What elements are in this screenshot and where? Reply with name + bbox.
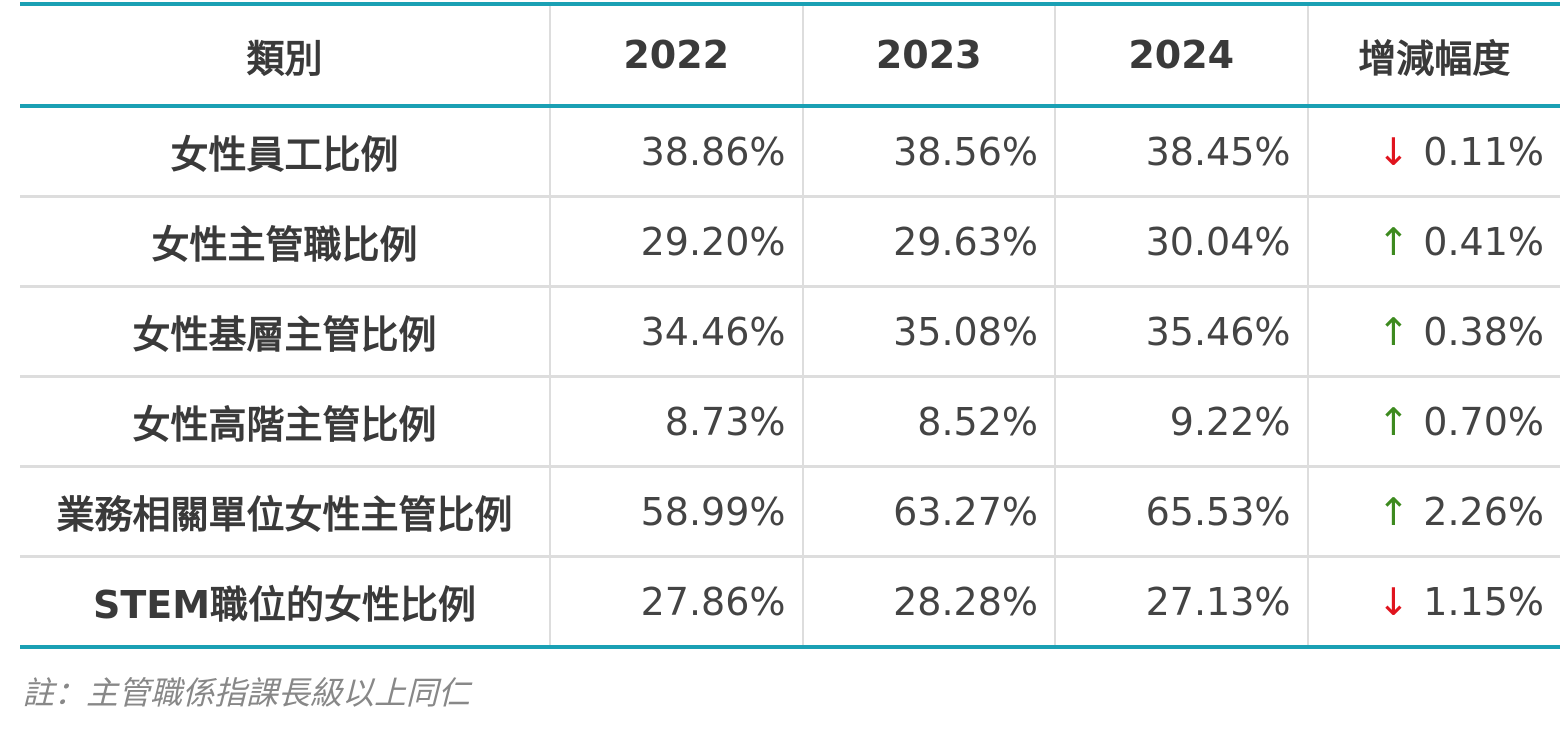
change-cell: ↓ 0.11% (1306, 106, 1560, 197)
value-cell: 8.73% (549, 375, 803, 467)
row-label: 業務相關單位女性主管比例 (20, 465, 550, 557)
trend-arrow: ↓ (1377, 129, 1410, 174)
value-cell: 58.99% (549, 465, 803, 557)
trend-arrow: ↑ (1377, 399, 1410, 444)
value-cell: 30.04% (1054, 195, 1308, 287)
footnote: 註：主管職係指課長級以上同仁 (22, 674, 471, 712)
value-cell: 35.46% (1054, 285, 1308, 377)
table-row: STEM職位的女性比例 27.86% 28.28% 27.13% ↓ 1.15% (20, 555, 1560, 647)
header-row: 類別 2022 2023 2024 增減幅度 (20, 4, 1560, 106)
trend-arrow: ↑ (1377, 219, 1410, 264)
change-cell: ↑ 0.38% (1306, 285, 1560, 377)
trend-arrow: ↑ (1377, 489, 1410, 534)
change-value: 0.11% (1423, 129, 1544, 174)
table-row: 女性基層主管比例 34.46% 35.08% 35.46% ↑ 0.38% (20, 285, 1560, 377)
value-cell: 34.46% (549, 285, 803, 377)
header-cell: 2023 (801, 4, 1055, 106)
value-cell: 38.56% (801, 106, 1055, 197)
change-value: 0.70% (1423, 399, 1544, 444)
value-cell: 63.27% (801, 465, 1055, 557)
row-label: STEM職位的女性比例 (20, 555, 550, 647)
value-cell: 8.52% (801, 375, 1055, 467)
change-cell: ↑ 0.70% (1306, 375, 1560, 467)
value-cell: 65.53% (1054, 465, 1308, 557)
trend-arrow: ↓ (1377, 579, 1410, 624)
value-cell: 38.86% (549, 106, 803, 197)
row-label: 女性基層主管比例 (20, 285, 550, 377)
change-value: 0.41% (1423, 219, 1544, 264)
row-label: 女性高階主管比例 (20, 375, 550, 467)
trend-arrow: ↑ (1377, 309, 1410, 354)
value-cell: 27.86% (549, 555, 803, 647)
data-table: 類別 2022 2023 2024 增減幅度 女性員工比例 38.86% 38.56% 38.… (20, 2, 1560, 649)
change-value: 2.26% (1423, 489, 1544, 534)
table-row: 女性高階主管比例 8.73% 8.52% 9.22% ↑ 0.70% (20, 375, 1560, 467)
change-value: 0.38% (1423, 309, 1544, 354)
change-cell: ↑ 2.26% (1306, 465, 1560, 557)
value-cell: 38.45% (1054, 106, 1308, 197)
table-row: 業務相關單位女性主管比例 58.99% 63.27% 65.53% ↑ 2.26% (20, 465, 1560, 557)
change-cell: ↓ 1.15% (1306, 555, 1560, 647)
change-cell: ↑ 0.41% (1306, 195, 1560, 287)
value-cell: 35.08% (801, 285, 1055, 377)
value-cell: 29.63% (801, 195, 1055, 287)
value-cell: 28.28% (801, 555, 1055, 647)
row-label: 女性員工比例 (170, 133, 399, 177)
table-header: 類別 2022 2023 2024 增減幅度 (20, 4, 1560, 106)
change-value: 1.15% (1423, 579, 1544, 624)
header-cell: 2022 (549, 4, 803, 106)
table-body: 女性員工比例 38.86% 38.56% 38.45% ↓ 0.11% 女性主管職比例 29.… (20, 106, 1560, 647)
header-cell: 2024 (1054, 4, 1308, 106)
table-row: 女性員工比例 38.86% 38.56% 38.45% ↓ 0.11% (20, 106, 1560, 197)
header-cell: 類別 (246, 36, 323, 81)
value-cell: 27.13% (1054, 555, 1308, 647)
table-row: 女性主管職比例 29.20% 29.63% 30.04% ↑ 0.41% (20, 195, 1560, 287)
value-cell: 29.20% (549, 195, 803, 287)
value-cell: 9.22% (1054, 375, 1308, 467)
row-label: 女性主管職比例 (20, 195, 550, 287)
header-cell: 增減幅度 (1306, 4, 1560, 106)
